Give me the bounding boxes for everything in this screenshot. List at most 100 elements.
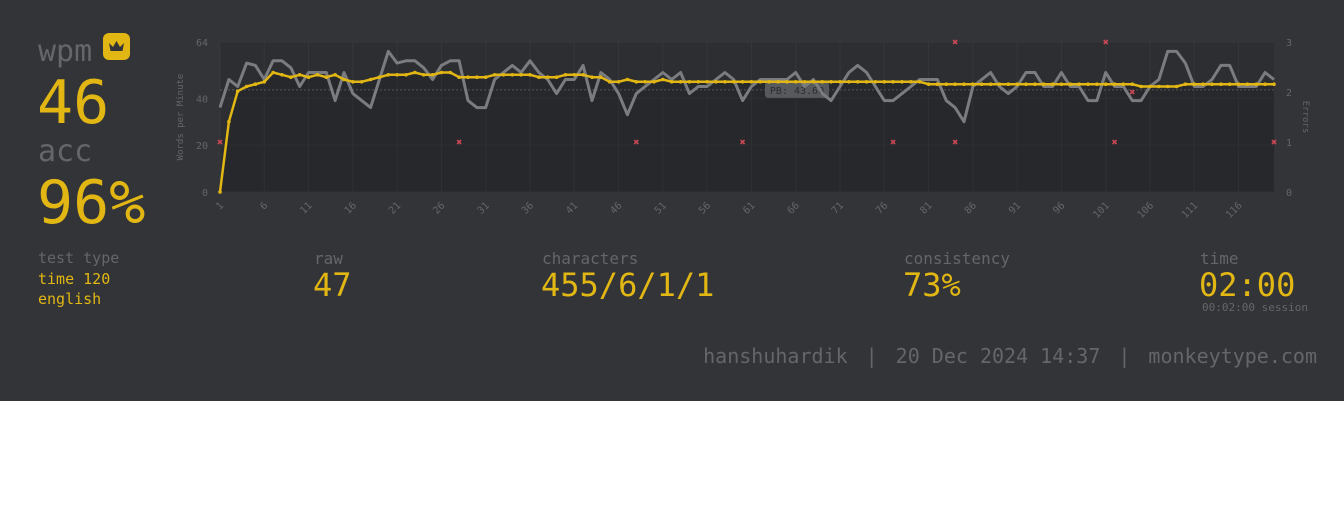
- wpm-point: [740, 80, 745, 84]
- test-type-mode: time 120: [38, 270, 111, 288]
- wpm-point: [492, 73, 497, 77]
- wpm-point: [1245, 82, 1250, 86]
- wpm-point: [1174, 84, 1179, 89]
- wpm-point: [413, 70, 417, 75]
- y2-axis-title: Errors: [1300, 101, 1310, 134]
- x-tick-label: 56: [697, 200, 713, 216]
- wpm-point: [475, 75, 479, 79]
- wpm-point: [1006, 82, 1011, 86]
- wpm-point: [988, 82, 993, 86]
- wpm-point: [979, 82, 984, 86]
- wpm-point: [997, 82, 1002, 86]
- footer: hanshuhardik | 20 Dec 2024 14:37 | monkeytyp…: [703, 344, 1317, 368]
- x-tick-label: 101: [1091, 200, 1112, 221]
- x-tick-label: 116: [1224, 200, 1245, 221]
- x-tick-label: 16: [343, 200, 359, 216]
- wpm-point: [359, 80, 364, 84]
- error-marker: [633, 139, 639, 145]
- wpm-point: [227, 119, 231, 124]
- wpm-point: [616, 80, 621, 84]
- raw-value: 47: [313, 266, 352, 304]
- wpm-point: [634, 80, 639, 84]
- wpm-point: [430, 73, 435, 77]
- wpm-point: [599, 75, 603, 79]
- test-type-label: test type: [38, 249, 120, 267]
- wpm-point: [900, 80, 904, 84]
- x-tick-label: 51: [653, 200, 669, 216]
- wpm-point: [483, 75, 488, 79]
- x-tick-label: 81: [918, 200, 934, 216]
- wpm-point: [1236, 82, 1241, 86]
- y-tick-label: 20: [196, 141, 208, 152]
- wpm-point: [749, 80, 754, 84]
- wpm-point: [971, 82, 975, 86]
- characters-value: 455/6/1/1: [541, 266, 715, 304]
- x-tick-label: 96: [1051, 200, 1067, 216]
- wpm-point: [607, 80, 612, 84]
- wpm-point: [590, 75, 594, 79]
- wpm-point: [917, 80, 922, 84]
- wpm-label: wpm: [38, 34, 93, 69]
- wpm-point: [1095, 82, 1099, 86]
- result-card: wpm 46 acc 96% 0 20 40 64 0 1 2 3 Words per Minu…: [0, 0, 1344, 401]
- error-marker: [1129, 89, 1135, 95]
- wpm-point: [1077, 82, 1081, 86]
- wpm-point: [1183, 82, 1188, 86]
- wpm-point: [758, 80, 763, 84]
- wpm-point: [1121, 82, 1126, 86]
- wpm-point: [1033, 82, 1037, 86]
- footer-username: hanshuhardik: [703, 344, 848, 368]
- wpm-point: [838, 80, 842, 84]
- x-tick-label: 91: [1007, 200, 1023, 216]
- wpm-point: [404, 73, 408, 77]
- footer-separator: |: [865, 344, 878, 368]
- wpm-point: [1254, 82, 1259, 86]
- x-tick-label: 111: [1180, 200, 1201, 221]
- pb-badge: [765, 81, 829, 98]
- wpm-point: [687, 80, 692, 84]
- wpm-point: [811, 80, 816, 84]
- error-marker: [217, 139, 223, 145]
- time-value: 02:00: [1199, 266, 1296, 304]
- x-tick-label: 106: [1136, 200, 1157, 221]
- acc-label: acc: [38, 134, 93, 169]
- wpm-point: [351, 80, 355, 84]
- wpm-point: [1210, 82, 1214, 86]
- x-tick-label: 71: [830, 200, 846, 216]
- wpm-point: [342, 77, 346, 82]
- wpm-point: [953, 82, 957, 86]
- wpm-point: [714, 80, 718, 84]
- wpm-point: [1272, 82, 1276, 86]
- x-tick-label: 21: [387, 200, 403, 216]
- test-type-language: english: [38, 290, 102, 308]
- x-tick-label: 46: [608, 200, 624, 216]
- x-tick-label: 66: [786, 200, 802, 216]
- wpm-point: [847, 80, 851, 84]
- footer-site: monkeytype.com: [1148, 344, 1317, 368]
- plot-area: [220, 42, 1274, 192]
- wpm-point: [315, 73, 320, 77]
- error-marker: [740, 139, 746, 145]
- wpm-point: [802, 80, 807, 84]
- wpm-point: [1059, 82, 1064, 86]
- x-tick-label: 6: [258, 200, 270, 212]
- footer-datetime: 20 Dec 2024 14:37: [895, 344, 1101, 368]
- x-tick-label: 31: [476, 200, 492, 216]
- consistency-label: consistency: [904, 249, 1010, 268]
- wpm-point: [944, 82, 949, 86]
- wpm-point: [891, 80, 895, 84]
- y-tick-label: 64: [196, 38, 208, 49]
- wpm-point: [528, 73, 532, 77]
- wpm-point: [1024, 82, 1028, 86]
- wpm-point: [519, 73, 523, 77]
- wpm-point: [581, 73, 585, 77]
- wpm-point: [218, 190, 222, 194]
- wpm-point: [1227, 82, 1232, 86]
- wpm-point: [545, 75, 550, 79]
- error-marker: [952, 139, 958, 145]
- wpm-point: [855, 80, 860, 84]
- wpm-point: [448, 70, 453, 75]
- x-tick-label: 1: [214, 200, 226, 212]
- wpm-point: [1103, 82, 1108, 86]
